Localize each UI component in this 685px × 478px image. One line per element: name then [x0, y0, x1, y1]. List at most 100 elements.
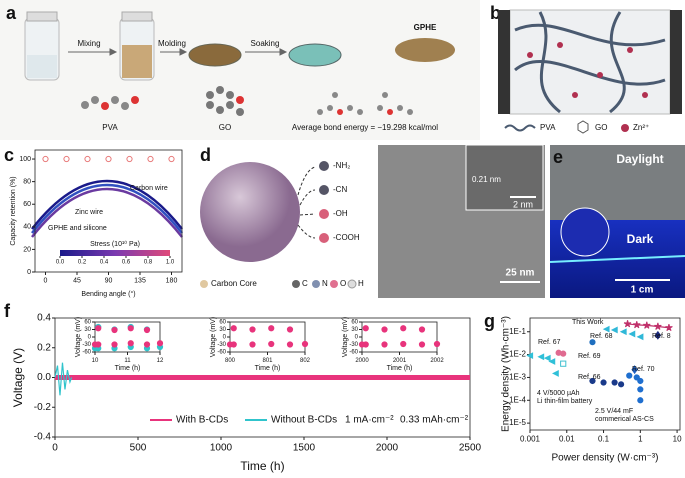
- x-tick-label: 12: [157, 358, 164, 364]
- point: [633, 374, 640, 381]
- dish: [188, 43, 242, 67]
- point: [551, 370, 559, 377]
- molecule: [81, 96, 139, 110]
- point: [560, 350, 567, 357]
- y-axis-label: Voltage (V): [11, 348, 25, 407]
- colorbar-tick-label: 0.6: [122, 260, 131, 266]
- electrode: [670, 10, 682, 114]
- point: [602, 325, 610, 333]
- legend-swatch: [347, 279, 357, 289]
- y-tick-label: 30: [84, 327, 91, 333]
- x-tick-label: 0.1: [598, 435, 610, 444]
- panel-label: f: [4, 301, 11, 321]
- annotation: Ref. 66: [578, 374, 601, 381]
- point: [362, 341, 369, 348]
- molecule: [407, 109, 413, 115]
- annotation: Ref. 70: [632, 366, 655, 373]
- point: [623, 320, 632, 328]
- legend-label: Without B-CDs: [271, 415, 337, 426]
- x-tick-label: 2002: [430, 358, 444, 364]
- zinc-ion: [572, 92, 578, 98]
- zoom-circle: [560, 207, 610, 257]
- point: [105, 155, 112, 163]
- legend-swatch: [312, 280, 320, 288]
- point: [381, 341, 388, 348]
- x-tick-label: 2000: [376, 443, 399, 454]
- scale-label: 2 nm: [513, 199, 533, 209]
- y-axis-label: Voltage (mV): [75, 317, 82, 357]
- molecule: [226, 101, 234, 109]
- annotation: Zinc wire: [75, 209, 103, 216]
- legend-label: O: [340, 279, 346, 288]
- y-tick-label: 1E-3: [509, 373, 526, 382]
- molecule: [101, 102, 109, 110]
- colorbar-tick-label: 0.2: [78, 260, 87, 266]
- colorbar-label: Stress (10¹⁰ Pa): [90, 240, 140, 248]
- point: [619, 328, 627, 336]
- inset-background: [230, 322, 305, 352]
- zinc-ion: [557, 42, 563, 48]
- molecule: [347, 105, 353, 111]
- legend-label: PVA: [540, 123, 556, 132]
- legend-label: Zn²⁺: [633, 123, 649, 132]
- point: [249, 341, 256, 348]
- point: [611, 379, 618, 386]
- point: [230, 341, 237, 348]
- vial: [121, 11, 153, 22]
- y-axis-label: Capacity retention (%): [10, 176, 17, 245]
- zinc-ion: [627, 47, 633, 53]
- arrow: [109, 48, 118, 56]
- vial: [26, 11, 58, 22]
- product-label: GPHE: [414, 23, 437, 32]
- legend-label: With B-CDs: [176, 415, 228, 426]
- annotation: Ref. 8: [652, 333, 671, 340]
- molecule: [387, 109, 393, 115]
- x-tick-label: 0.01: [559, 435, 575, 444]
- panel-a: a Mixing Molding Soaking GPHE PVA GO Ave…: [0, 0, 480, 140]
- fiber: [549, 255, 685, 263]
- legend-label: N: [322, 279, 328, 288]
- group-icon: [319, 185, 329, 195]
- polymer-chain: [538, 11, 561, 114]
- annotation: Ref. 69: [578, 353, 601, 360]
- photo-daylight: [550, 145, 685, 220]
- polymer-chain: [514, 11, 666, 114]
- zinc-ion: [527, 42, 648, 98]
- arrow: [68, 48, 288, 56]
- x-tick-label: 45: [73, 278, 81, 285]
- molecule: [236, 96, 244, 104]
- legend-swatch: [577, 120, 589, 134]
- arrow: [179, 48, 188, 56]
- point: [127, 340, 134, 347]
- colorbar-tick-label: 0.0: [56, 260, 65, 266]
- point: [381, 326, 388, 333]
- point: [168, 155, 175, 163]
- note: 0.33 mAh·cm⁻²: [400, 415, 469, 426]
- x-axis-label: Time (h): [387, 365, 413, 372]
- legend-swatch: [330, 280, 338, 288]
- y-tick-label: -60: [82, 350, 91, 356]
- molecule: [332, 92, 338, 98]
- colorbar: [60, 250, 170, 256]
- panel-label: c: [4, 145, 14, 165]
- point: [418, 326, 426, 333]
- molecule-label: GO: [219, 123, 231, 132]
- legend-label: GO: [595, 123, 607, 132]
- point: [362, 325, 369, 332]
- y-tick-label: -30: [217, 342, 226, 348]
- point: [433, 340, 441, 348]
- x-tick-label: 1: [638, 435, 643, 444]
- top-label: Daylight: [616, 152, 663, 166]
- x-axis-label: Power density (W·cm⁻³): [552, 453, 659, 464]
- point: [654, 322, 662, 330]
- x-tick-label: 11: [124, 358, 131, 364]
- point: [537, 353, 545, 361]
- dish: [188, 38, 455, 67]
- y-tick-label: 60: [23, 201, 31, 208]
- point: [631, 365, 638, 375]
- polymer-chain: [514, 23, 666, 47]
- point: [418, 341, 426, 348]
- panel-label: e: [553, 147, 563, 167]
- point: [143, 341, 151, 348]
- annotation: Ref. 67: [538, 339, 561, 346]
